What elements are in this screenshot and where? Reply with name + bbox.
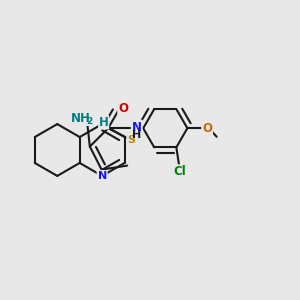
Text: O: O <box>118 102 128 115</box>
Text: O: O <box>202 122 212 135</box>
Text: 2: 2 <box>87 117 93 126</box>
Text: H: H <box>132 130 141 140</box>
Text: H: H <box>99 116 109 129</box>
Text: N: N <box>132 121 142 134</box>
Text: NH: NH <box>71 112 91 125</box>
Text: Cl: Cl <box>173 165 186 178</box>
Text: N: N <box>98 171 107 181</box>
Text: S: S <box>127 135 135 145</box>
